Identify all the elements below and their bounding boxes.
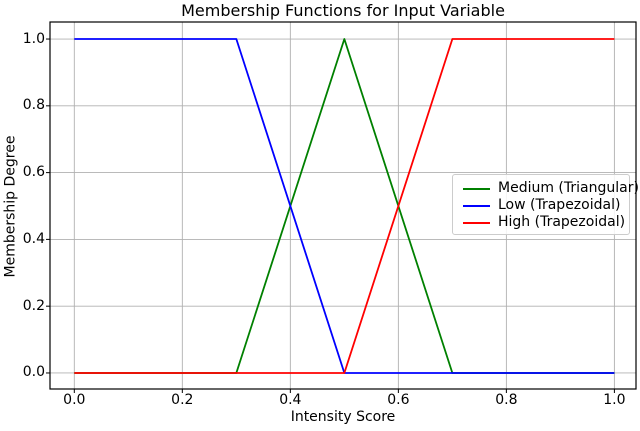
legend: Medium (Triangular) Low (Trapezoidal) Hi… [452, 174, 639, 235]
legend-line-medium [463, 187, 490, 190]
series-line-1 [74, 38, 615, 374]
series-line-2 [74, 38, 615, 374]
y-tick-label: 1.0 [22, 30, 45, 47]
x-tick-label: 0.0 [63, 392, 86, 408]
y-tick-label: 0.0 [22, 364, 45, 381]
legend-label: Low (Trapezoidal) [498, 197, 621, 213]
axes-frame [49, 21, 637, 390]
x-tick-label: 0.2 [171, 392, 194, 408]
y-tick-label: 0.4 [22, 230, 45, 247]
legend-line-high [463, 221, 490, 224]
x-tick-label: 1.0 [603, 392, 626, 408]
legend-line-low [463, 204, 490, 207]
legend-item: Low (Trapezoidal) [461, 197, 629, 214]
x-tick-label: 0.8 [495, 392, 518, 408]
legend-label: High (Trapezoidal) [498, 214, 626, 230]
y-tick-label: 0.8 [22, 97, 45, 114]
y-tick-label: 0.6 [22, 164, 45, 181]
y-axis-label: Membership Degree [2, 135, 19, 278]
x-tick-label: 0.4 [279, 392, 302, 408]
legend-item: High (Trapezoidal) [461, 214, 629, 231]
legend-label: Medium (Triangular) [498, 180, 639, 196]
chart-title: Membership Functions for Input Variable [181, 1, 505, 20]
x-tick-label: 0.6 [387, 392, 410, 408]
x-axis-label: Intensity Score [290, 409, 396, 425]
series-lines [74, 38, 615, 374]
y-tick-label: 0.2 [22, 297, 45, 314]
tick-marks [46, 38, 615, 393]
legend-item: Medium (Triangular) [461, 180, 639, 197]
